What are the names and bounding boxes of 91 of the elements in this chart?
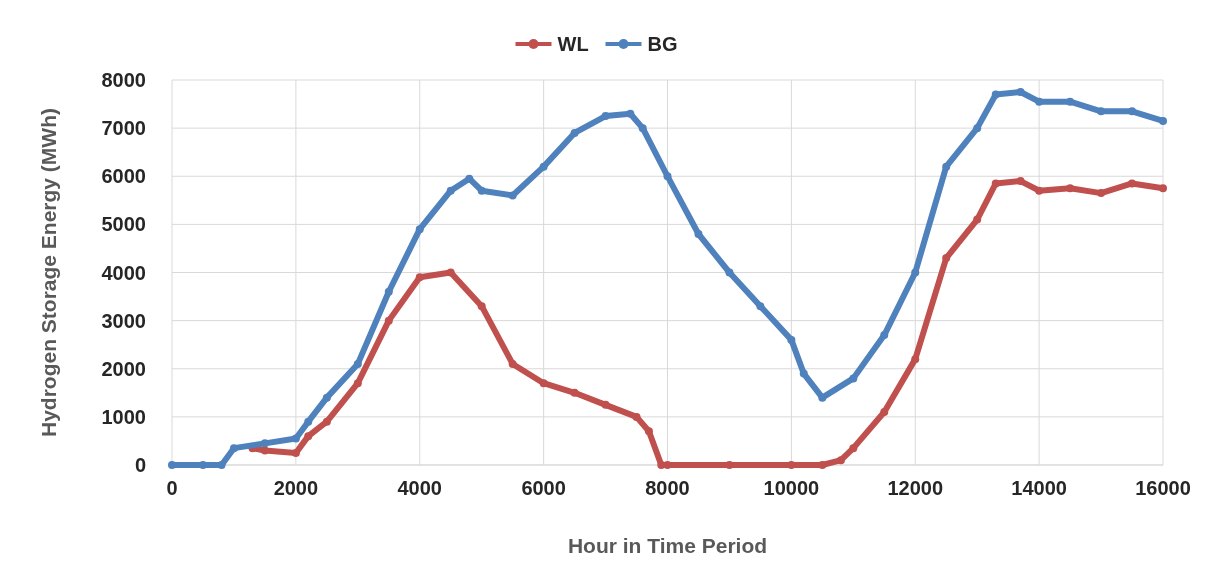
point: [539, 162, 548, 171]
y-tick-label: 1000: [101, 405, 146, 428]
point: [229, 444, 238, 453]
x-tick-label: 16000: [1135, 477, 1191, 499]
point: [1128, 179, 1137, 188]
point: [168, 461, 176, 469]
point: [304, 417, 313, 426]
point: [626, 109, 635, 118]
legend-label: BG: [647, 33, 678, 55]
y-tick-label: 3000: [101, 309, 146, 332]
point: [644, 427, 653, 436]
point: [663, 172, 672, 181]
point: [1016, 177, 1025, 186]
x-tick-label: 12000: [887, 477, 944, 499]
point: [601, 400, 610, 409]
y-tick-label: 7000: [101, 117, 146, 140]
point: [477, 302, 486, 311]
point: [663, 461, 672, 469]
point: [942, 162, 951, 171]
point: [1128, 107, 1137, 116]
point: [570, 388, 579, 397]
x-axis-title: Hour in Time Period: [567, 534, 768, 557]
point: [217, 461, 226, 469]
x-tick-label: 6000: [521, 477, 566, 499]
point: [991, 90, 1000, 99]
point: [1066, 184, 1075, 193]
point: [465, 174, 474, 183]
point: [1035, 97, 1044, 106]
y-tick-label: 8000: [101, 69, 146, 91]
point: [638, 124, 647, 133]
legend-label: WL: [557, 33, 589, 55]
point: [787, 335, 796, 344]
x-tick-label: 10000: [763, 477, 820, 499]
point: [1066, 97, 1075, 106]
point: [818, 461, 827, 469]
point: [942, 254, 951, 263]
point: [291, 448, 300, 457]
point: [384, 287, 393, 296]
point: [973, 215, 982, 224]
x-tick-label: 2000: [273, 477, 319, 499]
y-tick-label: 2000: [101, 357, 146, 380]
y-axis-title: Hydrogen Storage Energy (MWh): [37, 107, 60, 438]
point: [725, 268, 734, 277]
point: [508, 359, 517, 368]
point: [799, 369, 808, 378]
point: [415, 273, 424, 282]
point: [415, 225, 424, 234]
point: [1016, 88, 1025, 97]
y-tick-label: 5000: [101, 213, 146, 236]
point: [446, 186, 455, 195]
point: [477, 186, 486, 195]
point: [880, 408, 889, 417]
point: [353, 359, 362, 368]
point: [849, 444, 858, 453]
point: [756, 302, 765, 311]
point: [725, 461, 734, 469]
x-tick-label: 14000: [1011, 477, 1067, 499]
point: [1159, 184, 1167, 193]
point: [322, 417, 331, 426]
y-tick-label: 4000: [101, 261, 146, 284]
point: [384, 316, 393, 325]
point: [291, 434, 300, 443]
point: [260, 439, 269, 448]
point: [508, 191, 517, 200]
point: [836, 456, 845, 465]
y-tick-label: 0: [134, 454, 146, 476]
point: [694, 230, 703, 238]
point: [880, 331, 889, 340]
point: [322, 393, 331, 402]
point: [911, 355, 920, 364]
point: [260, 446, 269, 455]
point: [353, 379, 362, 388]
x-tick-label: 0: [166, 477, 178, 499]
point: [539, 379, 548, 388]
point: [911, 268, 920, 277]
point: [1097, 189, 1106, 198]
point: [446, 268, 455, 277]
point: [304, 432, 313, 441]
point: [570, 128, 579, 137]
x-tick-label: 4000: [397, 477, 442, 499]
x-tick-label: 8000: [645, 477, 690, 499]
point: [787, 461, 796, 469]
y-tick-label: 6000: [101, 165, 146, 188]
point: [973, 124, 982, 133]
point: [632, 412, 641, 421]
point: [1159, 116, 1167, 125]
point: [849, 374, 858, 383]
point: [601, 112, 610, 121]
point: [1097, 107, 1106, 116]
point: [1035, 186, 1044, 195]
point: [991, 179, 1000, 188]
